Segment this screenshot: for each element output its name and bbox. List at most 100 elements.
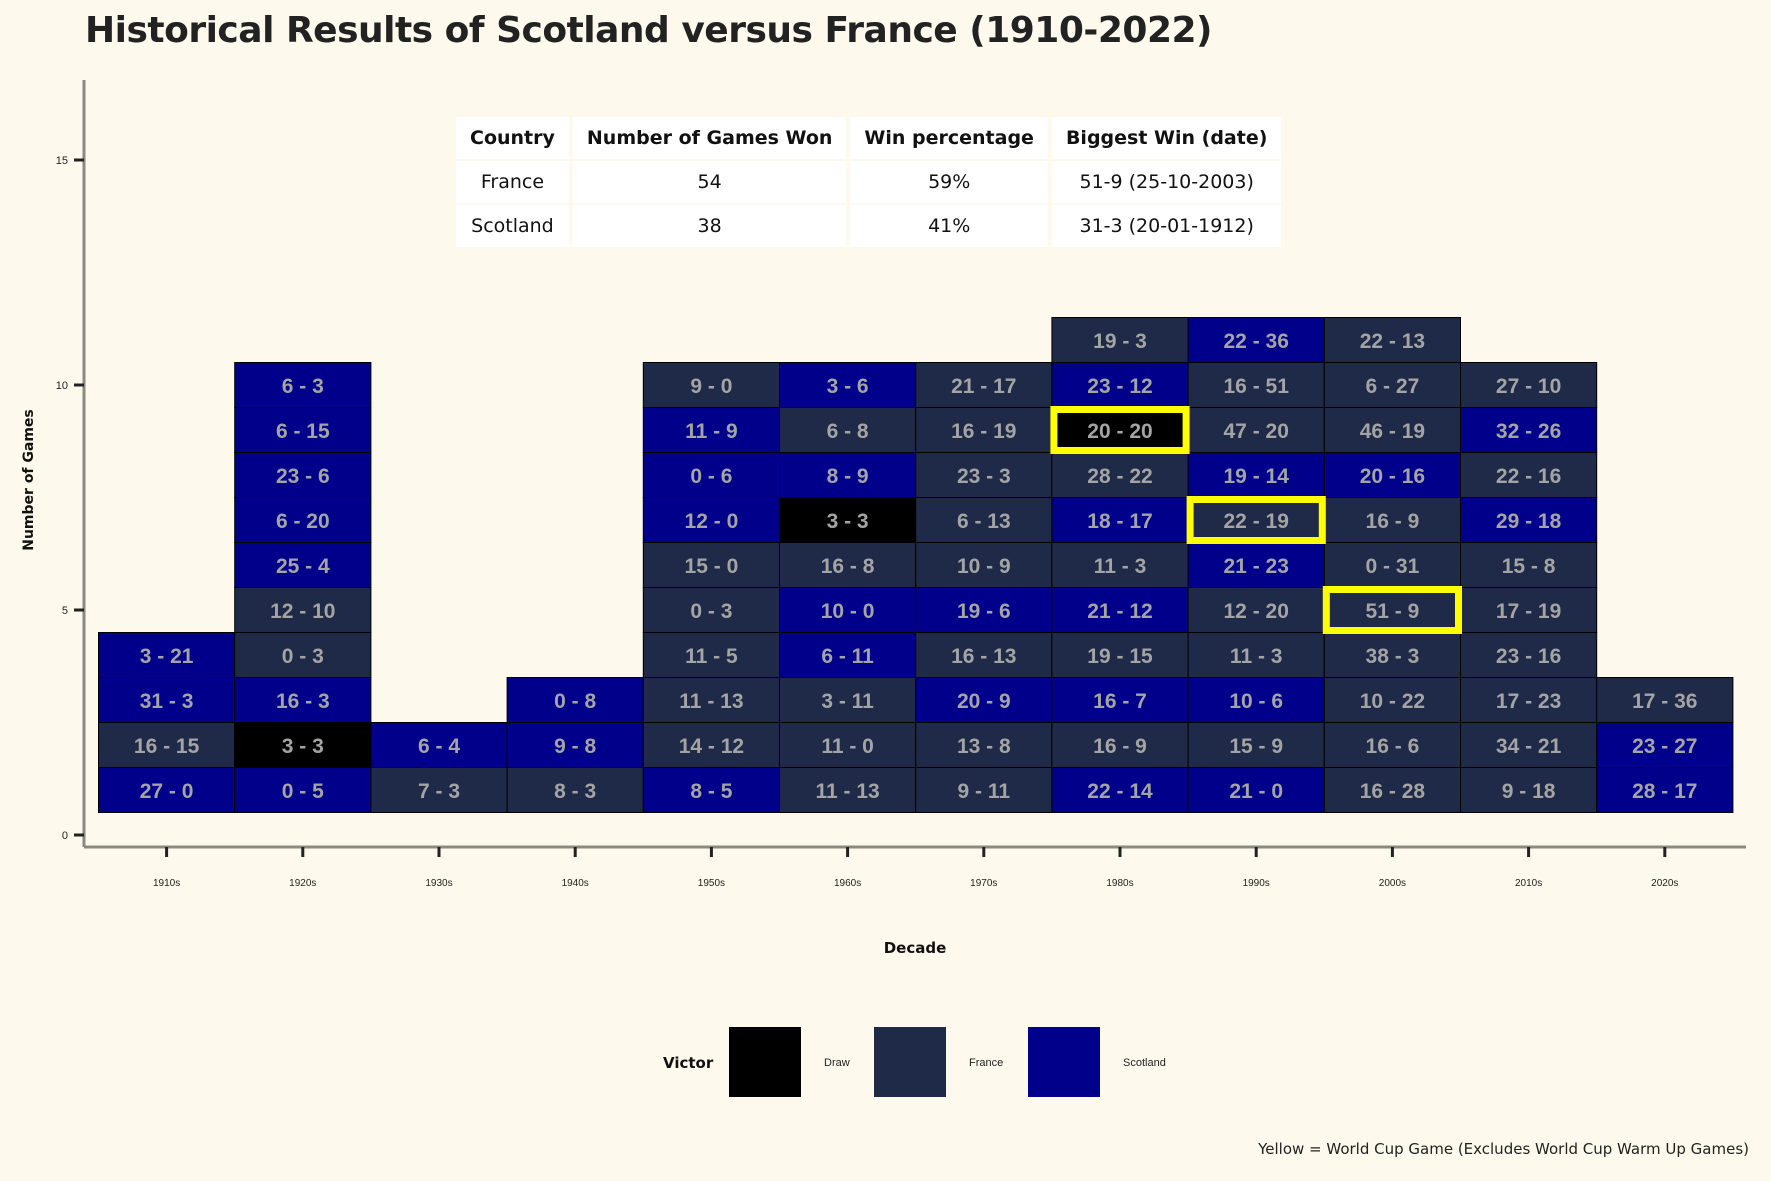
game-score-label: 9 - 11 [958,780,1011,803]
game-cell [1460,677,1598,723]
game-cell [915,497,1053,543]
game-score-label: 9 - 8 [554,735,596,758]
game-cell [1460,767,1598,813]
game-cell [1460,407,1598,453]
summary-cell: 41% [850,205,1048,247]
game-score-label: 27 - 10 [1496,375,1561,398]
game-score-label: 19 - 14 [1224,465,1290,488]
summary-table-row: France 54 59% 51-9 (25-10-2003) [456,161,1282,203]
game-score-label: 20 - 9 [957,690,1011,713]
game-score-label: 16 - 9 [1366,510,1420,533]
game-cell [1323,362,1462,408]
game-cell [1051,452,1189,498]
game-score-label: 6 - 8 [827,420,869,443]
game-cell [370,767,508,813]
game-score-label: 17 - 23 [1496,690,1561,713]
game-cell [234,362,372,408]
game-cell [642,767,780,813]
game-score-label: 11 - 3 [1230,645,1283,668]
game-score-label: 3 - 3 [827,510,869,533]
x-tick-label: 1990s [1243,878,1270,889]
game-score-label: 15 - 9 [1229,735,1283,758]
game-cell [1596,722,1734,768]
game-score-label: 6 - 15 [276,420,330,443]
x-tick-label: 2000s [1379,878,1406,889]
game-score-label: 18 - 17 [1087,510,1152,533]
game-score-label: 16 - 7 [1093,690,1147,713]
game-score-label: 3 - 21 [140,645,194,668]
game-cell [779,722,917,768]
summary-cell: 59% [850,161,1048,203]
game-cell [1323,452,1462,498]
game-cell [1051,632,1189,678]
game-score-label: 22 - 14 [1087,780,1153,803]
game-score-label: 10 - 0 [821,600,875,623]
game-score-label: 0 - 6 [690,465,732,488]
game-score-label: 16 - 9 [1093,735,1147,758]
legend-swatch [729,1027,801,1097]
y-tick-label: 15 [56,155,68,167]
game-score-label: 11 - 9 [685,420,738,443]
game-score-label: 28 - 22 [1087,465,1152,488]
game-score-label: 51 - 9 [1366,600,1420,623]
game-cell [779,362,917,408]
summary-header-cell: Country [456,117,569,159]
game-cell [98,767,236,813]
game-score-label: 22 - 36 [1224,330,1289,353]
y-tick-label: 0 [62,830,68,842]
game-score-label: 21 - 12 [1087,600,1152,623]
game-score-label: 23 - 16 [1496,645,1561,668]
game-cell [98,632,236,678]
game-score-label: 23 - 27 [1632,735,1697,758]
game-score-label: 13 - 8 [957,735,1011,758]
legend-label: Scotland [1123,1057,1166,1069]
legend-label: France [969,1057,1003,1069]
game-score-label: 6 - 27 [1366,375,1420,398]
summary-cell: 38 [572,205,847,247]
game-cell [1596,677,1734,723]
game-cell [642,722,780,768]
game-score-label: 23 - 6 [276,465,330,488]
world-cup-highlight [1050,406,1190,454]
chart-caption: Yellow = World Cup Game (Excludes World … [1258,1140,1749,1158]
y-axis-title: Number of Games [21,409,37,551]
game-cell [1323,722,1462,768]
game-score-label: 31 - 3 [140,690,194,713]
game-score-label: 15 - 8 [1502,555,1556,578]
game-cell [642,452,780,498]
game-cell [779,677,917,723]
game-score-label: 27 - 0 [140,780,194,803]
game-cell [779,407,917,453]
summary-cell: 54 [572,161,847,203]
game-score-label: 0 - 3 [282,645,324,668]
game-cell [642,362,780,408]
x-tick-label: 1980s [1106,878,1133,889]
y-tick-label: 5 [62,605,68,617]
game-cell [1187,587,1325,633]
x-tick-label: 2010s [1515,878,1542,889]
game-score-label: 6 - 3 [282,375,324,398]
game-score-label: 12 - 0 [685,510,739,533]
game-cell [234,722,372,768]
game-score-label: 21 - 0 [1229,780,1283,803]
game-score-label: 14 - 12 [679,735,744,758]
summary-header-cell: Win percentage [850,117,1048,159]
game-score-label: 22 - 13 [1360,330,1425,353]
game-score-label: 6 - 4 [418,735,460,758]
game-cell [234,632,372,678]
game-cell [234,407,372,453]
game-cell [1187,677,1325,723]
summary-cell: 51-9 (25-10-2003) [1051,161,1282,203]
legend-title: Victor [663,1054,714,1072]
game-cell [915,677,1053,723]
game-cell [1051,767,1189,813]
game-score-label: 16 - 3 [276,690,330,713]
game-cell [779,452,917,498]
game-cell [234,677,372,723]
game-cell [779,542,917,588]
game-score-label: 16 - 15 [134,735,200,758]
x-tick-label: 1910s [153,878,180,889]
game-score-label: 16 - 51 [1224,375,1290,398]
game-score-label: 21 - 17 [951,375,1016,398]
